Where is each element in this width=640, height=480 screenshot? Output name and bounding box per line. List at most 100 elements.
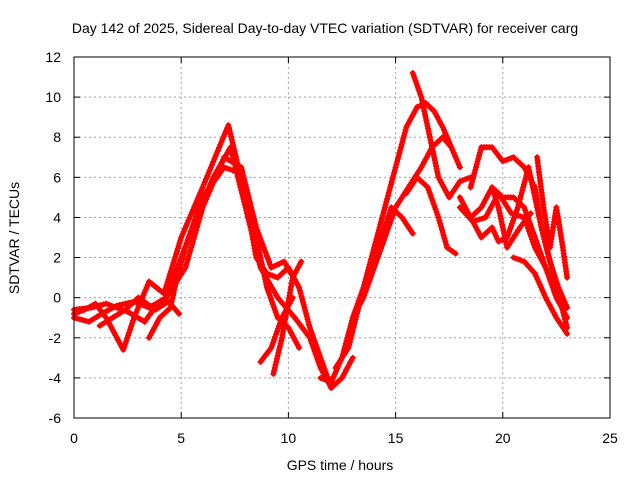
data-point [545,253,552,260]
data-point [469,178,476,185]
data-point [183,241,190,248]
data-point [394,155,401,162]
series-track-16 [467,164,571,331]
data-point [471,170,478,177]
data-point [125,332,132,339]
data-point [168,265,175,272]
data-point [382,201,389,208]
data-point [186,215,193,222]
data-point [182,223,189,230]
y-tick-label: 2 [53,250,61,266]
data-point [260,244,267,251]
data-point [304,316,311,323]
data-point [439,229,446,236]
data-point [409,230,416,237]
data-point [137,301,144,308]
series-track-18 [510,254,571,337]
series-track-12 [403,174,459,257]
data-point [437,220,444,227]
data-point [386,220,393,227]
data-point [207,164,214,171]
data-point [274,328,281,335]
data-point [551,274,558,281]
data-point [441,235,448,242]
data-point [83,317,90,324]
data-point [176,310,183,317]
data-point [185,217,192,224]
data-point [307,327,314,334]
data-point [74,315,81,322]
data-point [189,238,196,245]
data-point [166,273,173,280]
data-point [349,354,356,361]
data-point [509,218,516,225]
data-point [191,233,198,240]
data-point [370,267,377,274]
data-point [375,227,382,234]
data-point [188,227,195,234]
data-point [190,235,197,242]
data-point [507,223,514,230]
data-point [347,336,354,343]
data-point [473,161,480,168]
data-point [100,301,107,308]
data-point [452,152,459,159]
data-point [187,230,194,237]
data-point [519,187,526,194]
data-point [544,270,551,277]
data-point [429,198,436,205]
data-point [123,338,130,345]
data-point [395,152,402,159]
data-point [524,222,531,229]
data-point [185,253,192,260]
data-point [265,290,272,297]
data-point [520,184,527,191]
data-point [544,248,551,255]
data-point [538,224,545,231]
data-point [180,228,187,235]
data-point [186,250,193,257]
x-tick-label: 10 [281,430,297,446]
data-point [211,156,218,163]
data-point [218,159,225,166]
data-point [276,322,283,329]
data-point [179,256,186,263]
data-point [122,340,129,347]
data-point [477,147,484,154]
data-point [124,335,131,342]
data-point [491,192,498,199]
data-point [351,319,358,326]
x-tick-label: 5 [177,430,185,446]
data-point [144,281,151,288]
data-point [179,253,186,260]
data-point [561,315,568,322]
data-point [345,344,352,351]
data-point [560,310,567,317]
data-point [271,367,278,374]
data-point [299,296,306,303]
data-point [438,223,445,230]
data-point [517,192,524,199]
data-point [142,286,149,293]
data-point [435,214,442,221]
data-point [271,336,278,343]
data-point [476,152,483,159]
data-point [173,274,180,281]
data-point [397,147,404,154]
data-point [561,312,568,319]
data-point [552,280,559,287]
data-point [212,153,219,160]
data-point [427,192,434,199]
data-point [521,178,528,185]
data-point [273,355,280,362]
data-point [558,301,565,308]
data-point [490,227,497,234]
data-point [277,340,284,347]
data-point [177,237,184,244]
data-point [426,189,433,196]
data-point [182,244,189,251]
data-point [388,178,395,185]
data-point [563,321,570,328]
data-point [306,334,313,341]
